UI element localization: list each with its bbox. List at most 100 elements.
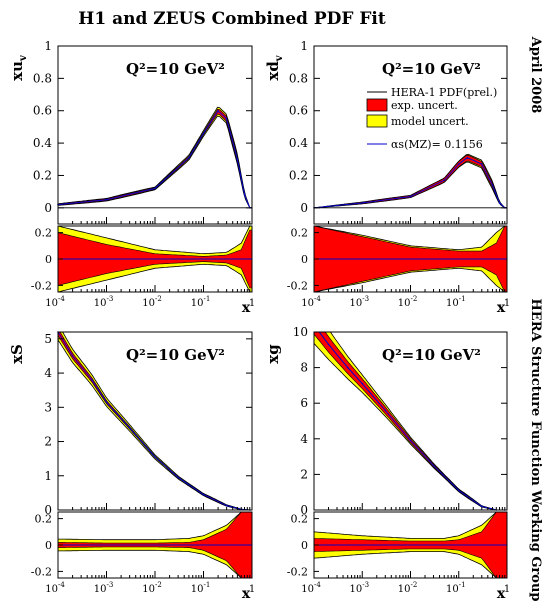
y-tick-label: 0.2 — [33, 168, 52, 182]
x-tick-label: 10-3 — [94, 581, 114, 595]
ratio-y-tick-label: 0 — [45, 539, 52, 552]
x-tick-label: 1 — [504, 584, 510, 595]
ratio-y-tick-label: -0.2 — [287, 565, 308, 578]
x-tick-label: 10-2 — [398, 295, 418, 309]
x-tick-label: 10-3 — [349, 295, 369, 309]
data-point — [225, 504, 228, 507]
data-point — [128, 427, 131, 429]
data-point — [481, 505, 483, 508]
data-point — [466, 156, 469, 159]
legend-model-label: model uncert. — [391, 115, 469, 128]
ratio-y-tick-label: 0 — [301, 253, 308, 266]
data-point — [346, 366, 349, 369]
x-tick-label: 1 — [249, 584, 255, 595]
x-axis-label: x — [497, 586, 506, 602]
y-tick-label: 0.8 — [33, 71, 52, 85]
y-axis-label: xdv — [264, 54, 285, 80]
y-tick-label: 0.2 — [289, 168, 308, 182]
ratio-y-tick-label: -0.2 — [287, 279, 308, 292]
data-point — [432, 464, 435, 467]
x-tick-label: 10-4 — [301, 581, 321, 595]
y-tick-label: 1 — [44, 39, 52, 53]
data-point — [217, 109, 219, 112]
y-tick-label: 0 — [300, 503, 308, 517]
x-tick-label: 10-4 — [45, 295, 65, 309]
y-tick-label: 1 — [44, 469, 52, 483]
x-tick-label: 10-1 — [191, 581, 211, 595]
data-point — [498, 202, 501, 204]
data-point — [225, 118, 228, 120]
x-axis-label: x — [497, 300, 506, 316]
ratio-y-tick-label: 0.2 — [291, 227, 309, 240]
main-bands — [314, 153, 507, 209]
y-tick-label: 1 — [300, 39, 308, 53]
exp-uncertainty-band — [314, 154, 507, 209]
y-axis-label: xg — [264, 344, 282, 364]
y-tick-label: 4 — [44, 366, 52, 380]
data-point — [458, 163, 460, 165]
data-point — [384, 409, 387, 412]
data-point — [154, 456, 156, 458]
model-uncertainty-band — [58, 106, 252, 209]
data-point — [154, 187, 156, 190]
x-tick-label: 10-1 — [191, 295, 211, 309]
legend-model-swatch — [366, 114, 388, 128]
model-uncertainty-band — [58, 332, 252, 510]
data-point — [361, 202, 364, 204]
x-axis-label: x — [242, 300, 251, 316]
y-tick-label: 4 — [300, 432, 308, 446]
data-point — [188, 156, 190, 159]
data-point — [71, 355, 74, 357]
data-point — [177, 476, 179, 479]
x-tick-label: 10-2 — [142, 581, 162, 595]
data-point — [91, 379, 93, 381]
y-tick-label: 2 — [44, 435, 52, 449]
ratio-y-tick-label: -0.2 — [31, 565, 52, 578]
y-tick-label: 0 — [44, 201, 52, 215]
legend-exp-swatch — [366, 98, 388, 112]
legend: HERA-1 PDF(prel.) exp. uncert. model unc… — [366, 86, 497, 151]
y-tick-label: 2 — [300, 467, 308, 481]
ratio-y-tick-label: 0 — [301, 539, 308, 552]
y-tick-label: 6 — [300, 396, 308, 410]
y-tick-label: 5 — [44, 332, 52, 346]
q2-annotation: Q²=10 GeV² — [126, 346, 225, 364]
data-point — [443, 179, 446, 182]
x-tick-label: 10-4 — [45, 581, 65, 595]
x-axis-label: x — [242, 586, 251, 602]
ratio-y-tick-label: -0.2 — [31, 279, 52, 292]
y-tick-label: 0.4 — [289, 136, 308, 150]
panel-xuv: 00.20.40.60.81-0.200.210-4 10-3 10-2 10-1 1x… — [8, 39, 255, 316]
x-tick-label: 10-1 — [446, 581, 466, 595]
exp-uncertainty-band — [314, 332, 507, 510]
legend-exp-label: exp. uncert. — [391, 99, 458, 112]
x-tick-label: 1 — [504, 298, 510, 309]
data-point — [202, 493, 205, 496]
date-label: April 2008 — [528, 36, 543, 114]
data-point — [361, 382, 364, 385]
ratio-y-tick-label: 0.2 — [35, 227, 53, 240]
y-axis-label: xuv — [8, 54, 29, 81]
y-tick-label: 10 — [293, 325, 308, 339]
y-axis-label: xS — [8, 344, 26, 364]
data-point — [105, 401, 108, 404]
exp-uncertainty-band — [58, 108, 252, 209]
x-tick-label: 10-2 — [398, 581, 418, 595]
data-point — [491, 184, 494, 186]
y-tick-label: 0.6 — [289, 104, 308, 118]
x-tick-label: 10-1 — [446, 295, 466, 309]
data-point — [458, 489, 460, 492]
y-tick-label: 0.6 — [33, 104, 52, 118]
q2-annotation: Q²=10 GeV² — [126, 60, 225, 78]
x-tick-label: 10-3 — [349, 581, 369, 595]
legend-central-label: HERA-1 PDF(prel.) — [391, 86, 497, 99]
data-point — [327, 343, 330, 346]
central-curve — [58, 111, 252, 209]
y-tick-label: 0.4 — [33, 136, 52, 150]
group-label: HERA Structure Function Working Group — [528, 299, 543, 602]
model-uncertainty-band — [314, 332, 507, 510]
ratio-y-tick-label: 0 — [45, 253, 52, 266]
exp-uncertainty-band — [58, 332, 252, 510]
